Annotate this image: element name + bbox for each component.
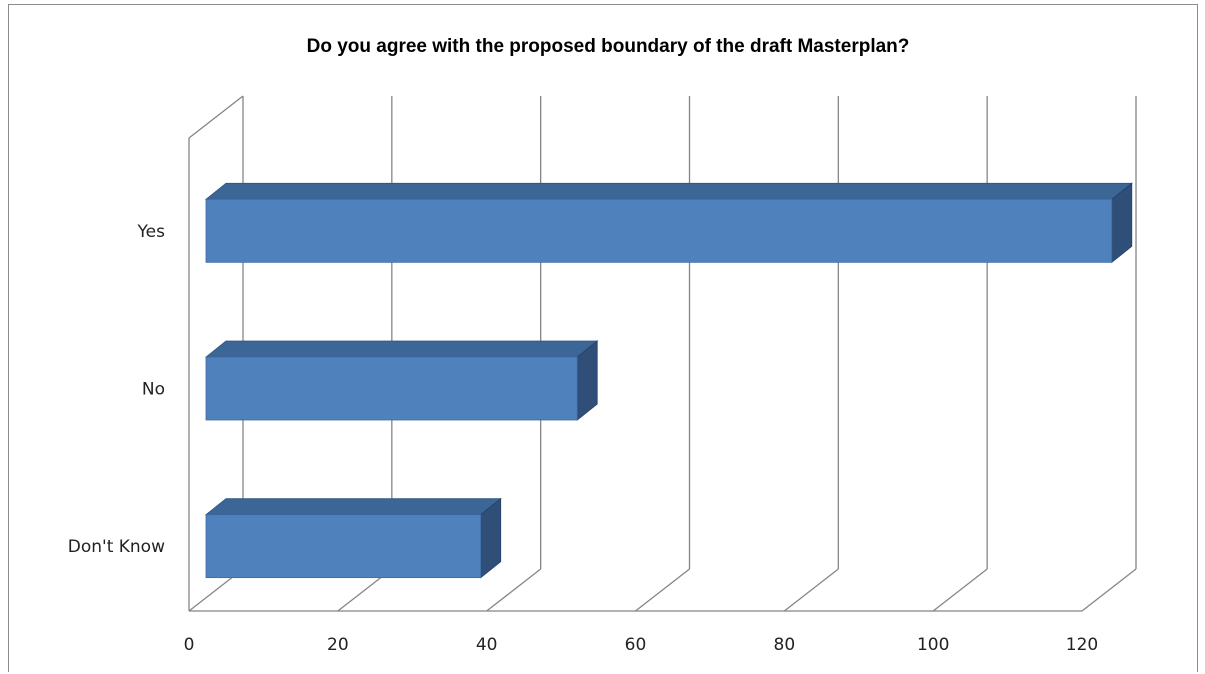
x-tick-label-100: 100 bbox=[917, 635, 949, 655]
bar-yes bbox=[204, 182, 1133, 264]
x-tick-label-120: 120 bbox=[1066, 635, 1098, 655]
bar-no bbox=[204, 340, 599, 421]
bar-top-face bbox=[204, 340, 599, 358]
bars bbox=[204, 182, 1133, 579]
floor-gridline-60 bbox=[635, 568, 690, 612]
floor-gridline-100 bbox=[932, 568, 988, 612]
category-label-yes: Yes bbox=[137, 222, 166, 242]
y-axis-categories: Yes No Don't Know bbox=[68, 222, 165, 557]
chart-title: Do you agree with the proposed boundary … bbox=[307, 36, 910, 57]
gridlines bbox=[188, 95, 1137, 612]
floor-gridline-40 bbox=[486, 568, 542, 612]
floor-gridline-80 bbox=[783, 568, 839, 612]
bar-front-face bbox=[205, 514, 482, 579]
bar-top-face bbox=[204, 498, 502, 516]
category-label-don-t-know: Don't Know bbox=[68, 537, 165, 557]
left-wall-top-edge bbox=[188, 95, 244, 139]
floor-gridline-120 bbox=[1081, 568, 1137, 612]
x-tick-label-0: 0 bbox=[184, 635, 195, 655]
bar-front-face bbox=[205, 356, 578, 421]
x-tick-label-60: 60 bbox=[625, 635, 647, 655]
x-tick-label-80: 80 bbox=[774, 635, 796, 655]
bar-top-face bbox=[204, 182, 1133, 200]
bar-front-face bbox=[205, 198, 1113, 263]
bar-don-t-know bbox=[204, 497, 502, 579]
chart-frame bbox=[8, 4, 1198, 672]
x-tick-label-20: 20 bbox=[327, 635, 349, 655]
x-axis-ticks: 0 20 40 60 80 100 120 bbox=[184, 635, 1099, 655]
category-label-no: No bbox=[142, 380, 165, 400]
x-tick-label-40: 40 bbox=[476, 635, 498, 655]
